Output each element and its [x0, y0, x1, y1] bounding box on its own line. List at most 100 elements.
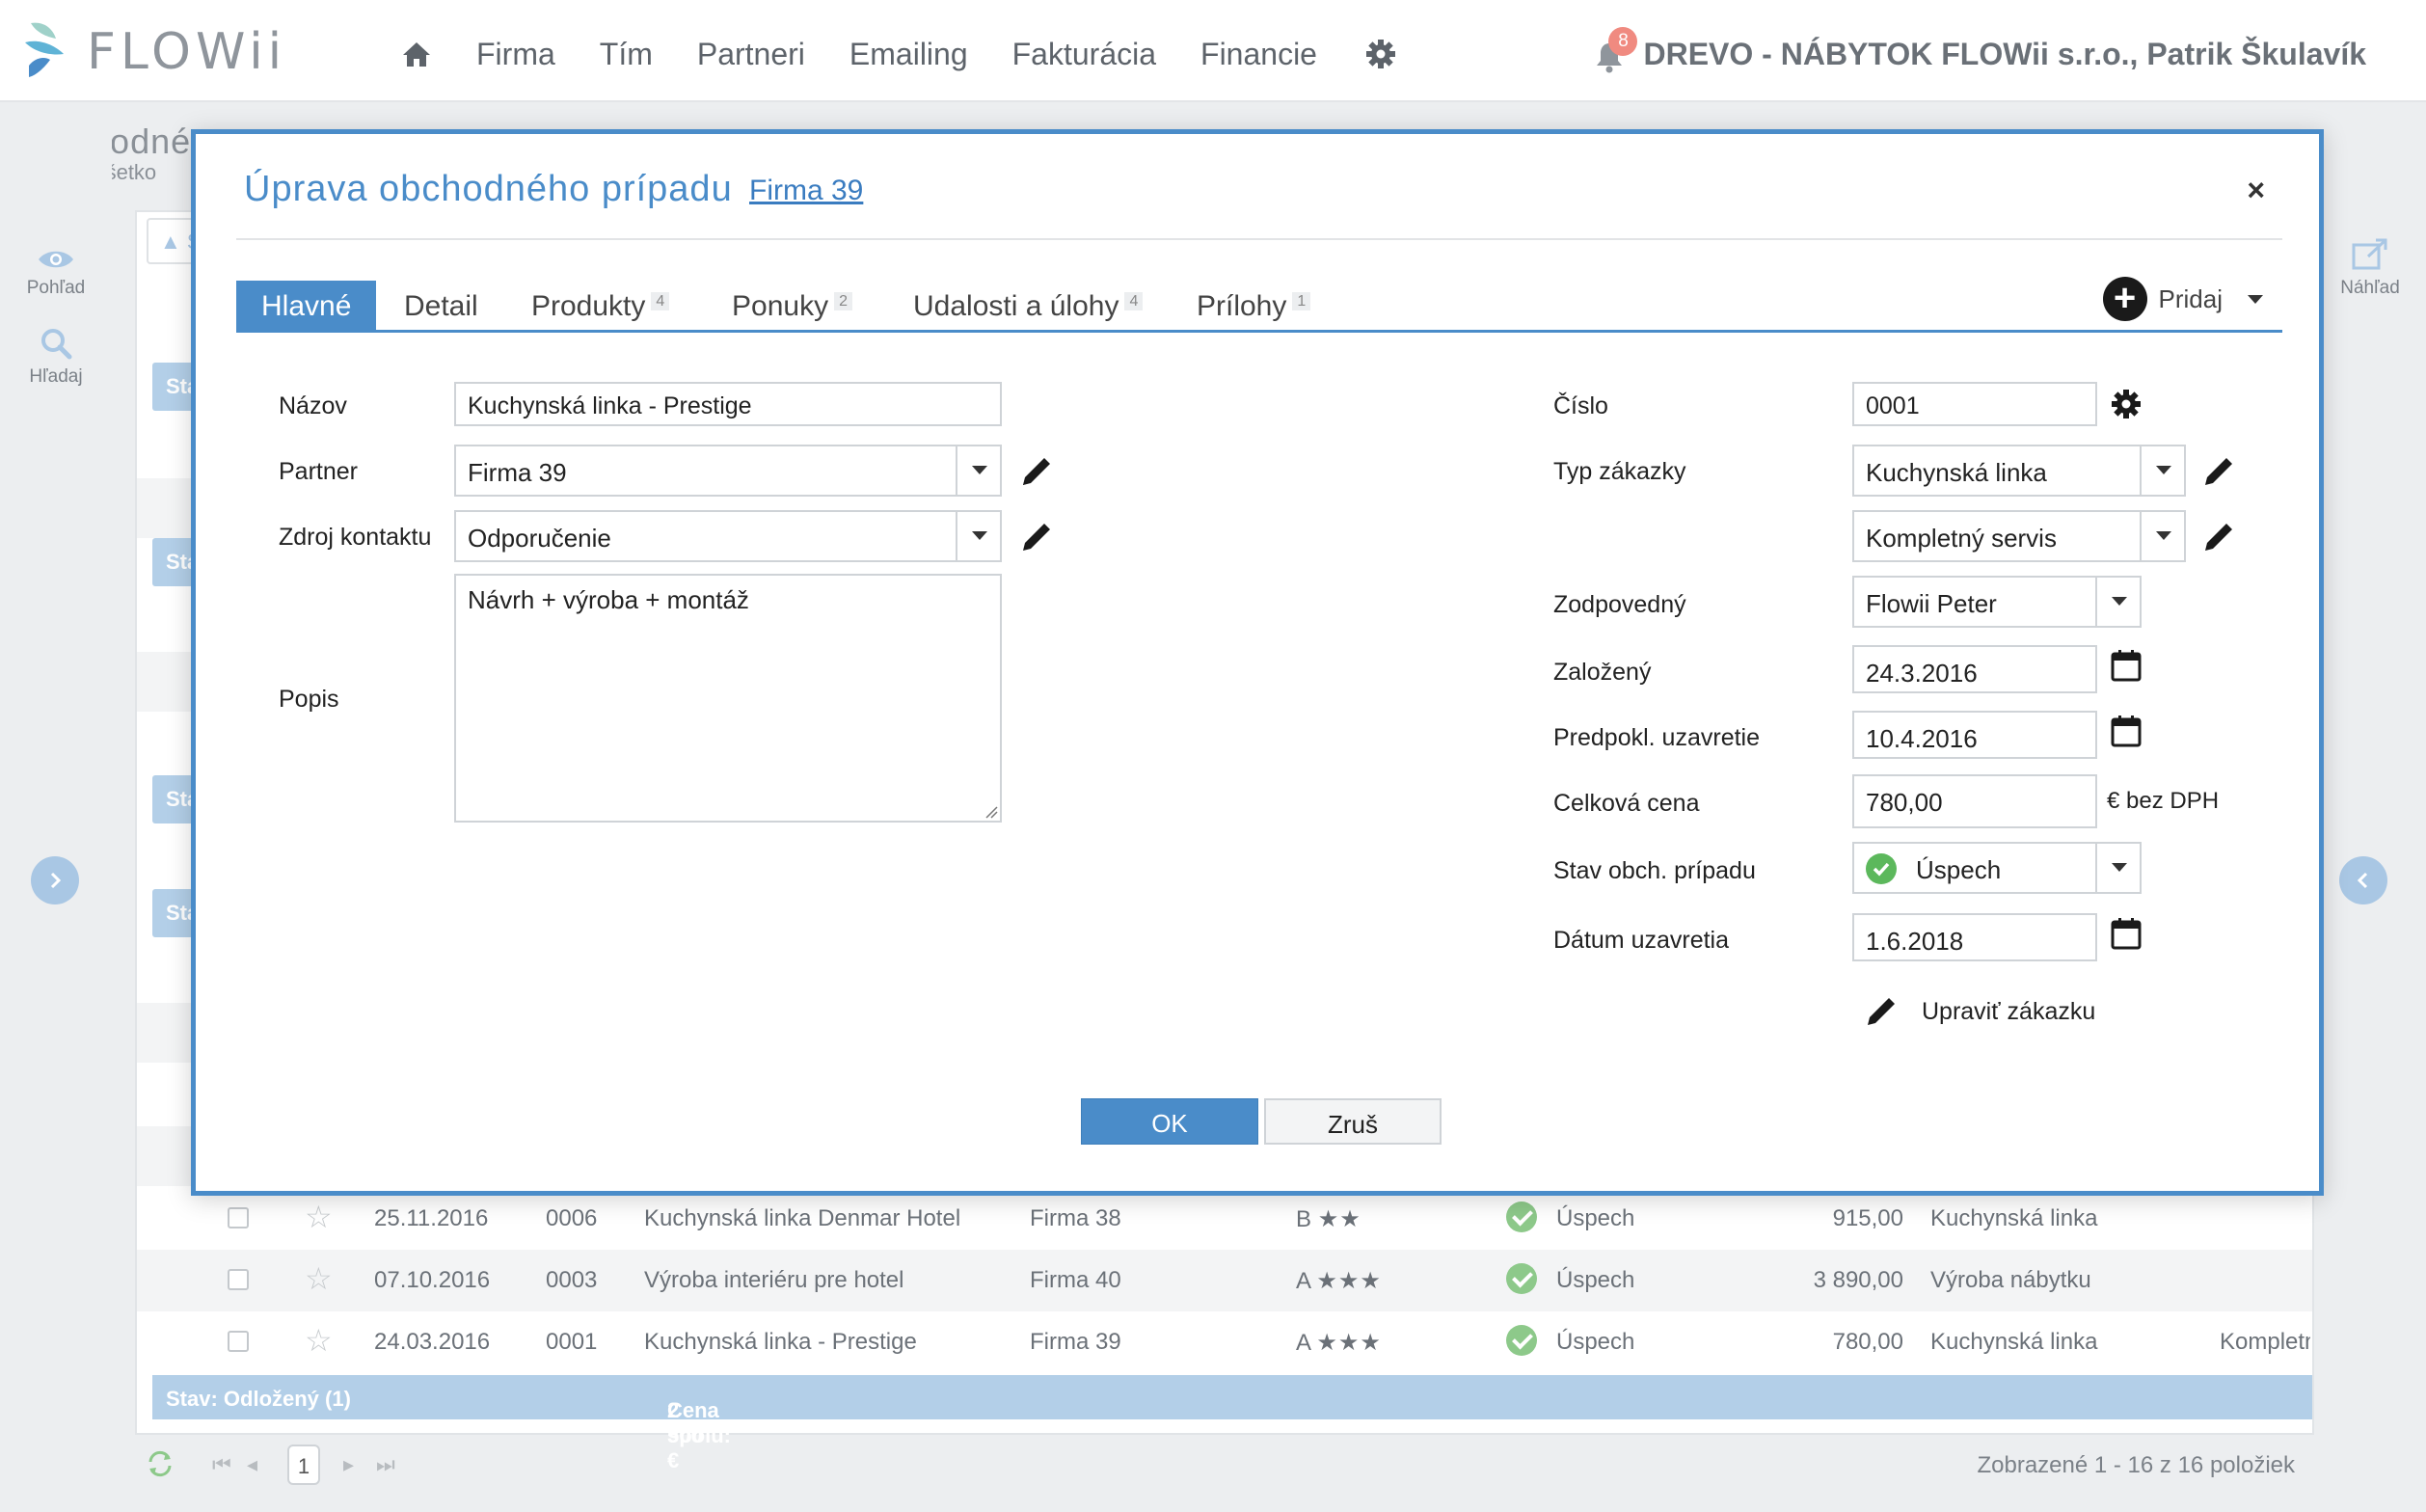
external-link-icon	[2352, 238, 2387, 270]
expected-close-label: Predpokl. uzavretie	[1553, 724, 1761, 751]
name-field[interactable]: Kuchynská linka - Prestige	[454, 382, 1002, 426]
edit-order-subtype-pencil-icon[interactable]	[2199, 518, 2238, 561]
resize-grip-icon[interactable]	[984, 805, 998, 819]
group-summary-bar: Stav: Odložený (1) Cena spolu: 2 500 €	[152, 1375, 2312, 1472]
expand-left-icon[interactable]	[31, 856, 79, 904]
favorite-star-icon[interactable]: ☆	[305, 1323, 333, 1358]
current-page[interactable]: 1	[287, 1444, 320, 1485]
add-dropdown-button[interactable]: + Pridaj	[2102, 277, 2282, 321]
table-row[interactable]: ☆ 07.10.2016 0003 Výroba interiéru pre h…	[137, 1250, 2312, 1311]
edit-order-button[interactable]: Upraviť zákazku	[1862, 992, 2095, 1031]
row-number: 0003	[546, 1267, 598, 1293]
partner-select[interactable]: Firma 39	[454, 445, 1002, 497]
table-row[interactable]: ☆ 25.11.2016 0006 Kuchynská linka Denmar…	[137, 1188, 2312, 1250]
tab-count: 2	[834, 292, 852, 310]
row-checkbox[interactable]	[228, 1207, 249, 1228]
logo[interactable]: FLOWii	[21, 14, 286, 91]
tab-count: 4	[1124, 292, 1144, 310]
next-page-icon[interactable]: ▸	[343, 1452, 355, 1476]
calendar-icon[interactable]	[2111, 649, 2142, 687]
tab-prilohy[interactable]: Prílohy 1	[1197, 281, 1311, 330]
number-field[interactable]: 0001	[1852, 382, 2097, 426]
edit-partner-pencil-icon[interactable]	[1017, 452, 1056, 496]
row-rating: A ★★★	[1296, 1268, 1382, 1294]
cancel-button[interactable]: Zruš	[1264, 1098, 1442, 1145]
nav-emailing[interactable]: Emailing	[849, 36, 968, 71]
created-date-field[interactable]: 24.3.2016	[1852, 645, 2097, 693]
nav-partneri[interactable]: Partneri	[696, 36, 805, 71]
row-type: Výroba nábytku	[1930, 1267, 2091, 1293]
tab-ponuky[interactable]: Ponuky 2	[732, 281, 852, 330]
success-check-icon	[1506, 1325, 1537, 1356]
preview-button[interactable]: Náhľad	[2314, 237, 2426, 299]
row-rating: A ★★★	[1296, 1330, 1382, 1356]
success-check-icon	[1506, 1263, 1537, 1294]
view-label: Pohľad	[26, 278, 86, 298]
created-label: Založený	[1553, 659, 1652, 686]
search-icon	[41, 329, 72, 360]
dialog-tabs: Hlavné Detail Produkty 4 Ponuky 2 Udalosti…	[236, 277, 2282, 333]
settings-gear-icon[interactable]	[1361, 35, 1400, 73]
calendar-icon[interactable]	[2111, 917, 2142, 955]
description-label: Popis	[279, 686, 339, 713]
order-type-select[interactable]: Kuchynská linka	[1852, 445, 2186, 497]
edit-source-pencil-icon[interactable]	[1017, 518, 1056, 561]
company-link[interactable]: Firma 39	[749, 175, 864, 206]
collapse-right-icon[interactable]	[2339, 856, 2387, 904]
favorite-star-icon[interactable]: ☆	[305, 1200, 333, 1234]
chevron-down-icon	[2095, 844, 2140, 892]
first-page-icon[interactable]: ⏮	[212, 1452, 231, 1476]
preview-label: Náhľad	[2340, 278, 2400, 298]
row-checkbox[interactable]	[228, 1331, 249, 1352]
search-label: Hľadaj	[29, 366, 83, 387]
right-sidebar: Náhľad	[2314, 104, 2426, 1512]
nav-financie[interactable]: Financie	[1200, 36, 1317, 71]
number-label: Číslo	[1553, 392, 1608, 419]
success-check-icon	[1506, 1202, 1537, 1232]
refresh-icon[interactable]	[145, 1448, 179, 1483]
close-icon[interactable]: ×	[2247, 173, 2265, 207]
logo-mark-icon	[21, 19, 71, 85]
deal-state-select[interactable]: Úspech	[1852, 842, 2142, 894]
table-row[interactable]: ☆ 24.03.2016 0001 Kuchynská linka - Pres…	[137, 1311, 2312, 1373]
row-partner: Firma 40	[1030, 1267, 1121, 1293]
chevron-down-icon	[2095, 578, 2140, 626]
notification-bell-icon[interactable]: 8	[1591, 27, 1638, 75]
tab-detail[interactable]: Detail	[404, 290, 478, 322]
total-price-field[interactable]: 780,00	[1852, 774, 2097, 828]
number-settings-gear-icon[interactable]	[2111, 389, 2142, 424]
calendar-icon[interactable]	[2111, 715, 2142, 752]
eye-icon	[39, 251, 73, 268]
row-rating: B ★★	[1296, 1206, 1361, 1232]
user-company-name[interactable]: DREVO - NÁBYTOK FLOWii s.r.o., Patrik Šk…	[1643, 36, 2366, 71]
row-partner: Firma 39	[1030, 1329, 1121, 1355]
main-nav: Firma Tím Partneri Emailing Fakturácia F…	[395, 29, 1400, 79]
order-subtype-select[interactable]: Kompletný servis	[1852, 510, 2186, 562]
responsible-select[interactable]: Flowii Peter	[1852, 576, 2142, 628]
expected-close-date-field[interactable]: 10.4.2016	[1852, 711, 2097, 759]
edit-deal-dialog: Úprava obchodného prípadu Firma 39 × Hla…	[191, 129, 2324, 1196]
nav-firma[interactable]: Firma	[476, 36, 555, 71]
description-textarea[interactable]: Návrh + výroba + montáž	[454, 574, 1002, 823]
favorite-star-icon[interactable]: ☆	[305, 1261, 333, 1296]
row-type: Kuchynská linka	[1930, 1205, 2098, 1231]
view-button[interactable]: Pohľad	[0, 247, 112, 299]
prev-page-icon[interactable]: ◂	[247, 1452, 258, 1476]
tab-udalosti[interactable]: Udalosti a úlohy 4	[913, 281, 1144, 330]
source-select[interactable]: Odporučenie	[454, 510, 1002, 562]
close-date-field[interactable]: 1.6.2018	[1852, 913, 2097, 961]
row-status: Úspech	[1556, 1329, 1635, 1355]
ok-button[interactable]: OK	[1081, 1098, 1258, 1145]
nav-tim[interactable]: Tím	[599, 36, 653, 71]
row-checkbox[interactable]	[228, 1269, 249, 1290]
pager-info: Zobrazené 1 - 16 z 16 položiek	[1977, 1452, 2295, 1478]
search-button[interactable]: Hľadaj	[0, 326, 112, 388]
tab-hlavne[interactable]: Hlavné	[236, 281, 377, 330]
edit-order-type-pencil-icon[interactable]	[2199, 452, 2238, 496]
home-icon[interactable]	[395, 33, 438, 75]
tab-count: 1	[1292, 292, 1311, 310]
last-page-icon[interactable]: ⏭	[376, 1452, 395, 1476]
nav-fakturacia[interactable]: Fakturácia	[1011, 36, 1157, 71]
row-partner: Firma 38	[1030, 1205, 1121, 1231]
tab-produkty[interactable]: Produkty 4	[531, 281, 670, 330]
